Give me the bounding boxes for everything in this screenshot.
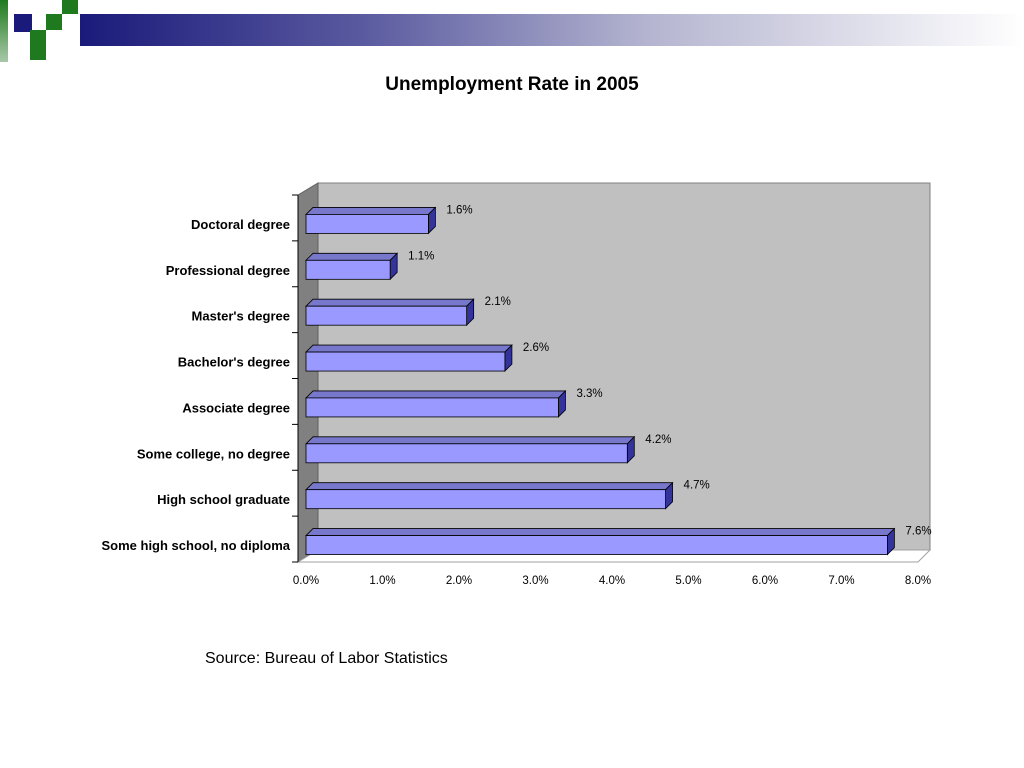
bar-top-face xyxy=(305,436,636,445)
bar-top-face xyxy=(305,344,513,353)
bar xyxy=(305,214,429,234)
bar-top-face xyxy=(305,482,674,491)
bar xyxy=(305,443,628,464)
chart-title: Unemployment Rate in 2005 xyxy=(385,74,639,95)
logo-green-square-top-right xyxy=(62,0,78,14)
bar-top-face xyxy=(305,207,437,215)
category-label: Professional degree xyxy=(166,263,290,278)
source-note: Source: Bureau of Labor Statistics xyxy=(205,650,448,667)
bar xyxy=(305,351,506,372)
banner-gradient xyxy=(80,14,1024,46)
category-label: Associate degree xyxy=(182,400,290,415)
category-label: Some high school, no diploma xyxy=(101,538,290,553)
bar xyxy=(305,259,391,280)
axis-layer: 0.0% 1.0% 2.0% 3.0% 4.0% 5.0% 6.0% 7.0% 8.0% xyxy=(292,194,931,587)
category-label: Master's degree xyxy=(192,309,290,324)
data-label: 4.7% xyxy=(684,480,710,492)
data-label: 2.6% xyxy=(523,342,549,354)
bar xyxy=(305,535,888,555)
category-label: Bachelor's degree xyxy=(178,355,290,370)
data-label: 1.1% xyxy=(408,250,434,262)
data-label: 4.2% xyxy=(645,434,671,446)
x-tick-label: 6.0% xyxy=(752,575,778,587)
bar-top-face xyxy=(305,252,399,261)
logo-blue-square xyxy=(14,14,32,32)
bars-layer xyxy=(305,206,896,556)
x-tick-label: 4.0% xyxy=(599,575,625,587)
labels-layer: 1.6% Doctoral degree 1.1% Professional degr… xyxy=(101,204,931,553)
bar-top-face xyxy=(305,298,475,307)
category-label: Some college, no degree xyxy=(137,446,290,461)
bar-top-face xyxy=(305,528,896,536)
x-tick-label: 2.0% xyxy=(446,575,472,587)
x-tick-label: 3.0% xyxy=(522,575,548,587)
logo-green-square-bottom xyxy=(30,46,46,60)
logo-green-square-low xyxy=(30,30,46,46)
category-label: Doctoral degree xyxy=(191,217,290,232)
bar-top-face xyxy=(305,390,567,399)
bar xyxy=(305,305,468,326)
x-tick-label: 7.0% xyxy=(828,575,854,587)
data-label: 3.3% xyxy=(576,388,602,400)
logo-green-square-mid xyxy=(46,14,62,30)
data-label: 1.6% xyxy=(446,204,472,216)
logo-green-bar-left xyxy=(0,0,8,62)
x-tick-label: 1.0% xyxy=(369,575,395,587)
bar xyxy=(305,397,559,418)
x-tick-label: 0.0% xyxy=(293,575,319,587)
x-tick-label: 5.0% xyxy=(675,575,701,587)
data-label: 7.6% xyxy=(905,526,931,538)
bar xyxy=(305,489,666,510)
category-label: High school graduate xyxy=(157,492,290,507)
header-decoration xyxy=(0,0,1024,62)
x-tick-label: 8.0% xyxy=(905,575,931,587)
data-label: 2.1% xyxy=(485,296,511,308)
